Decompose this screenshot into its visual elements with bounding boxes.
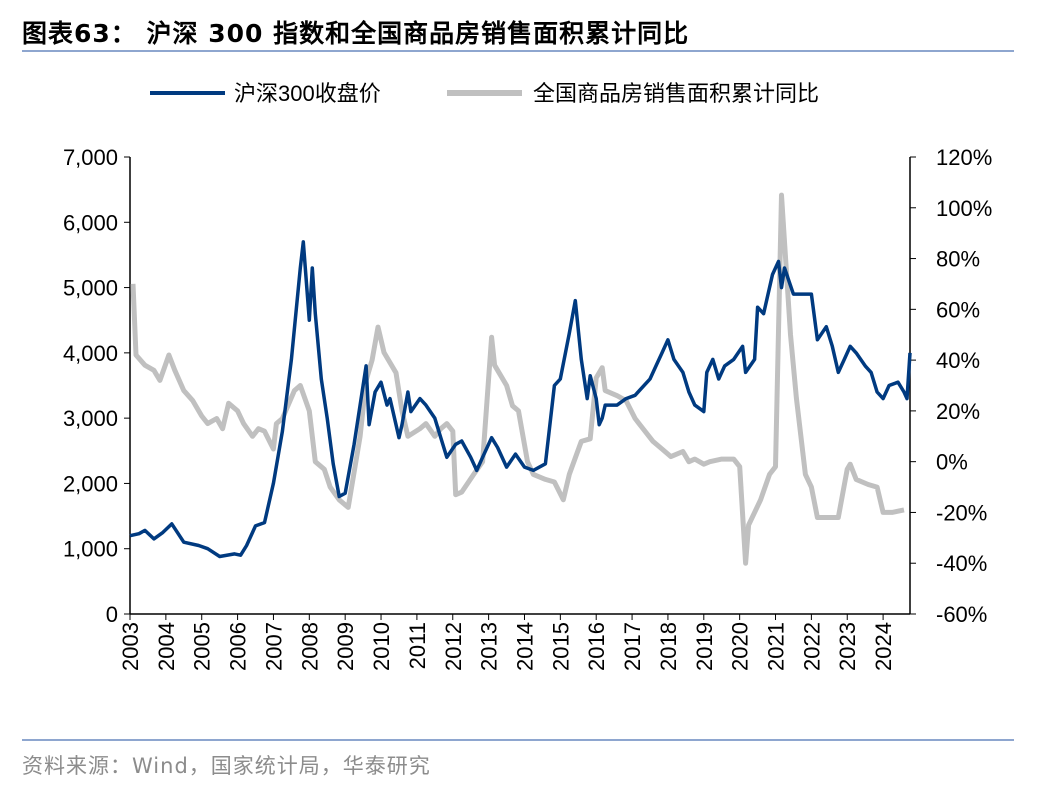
legend-label-csi300: 沪深300收盘价	[234, 81, 381, 106]
right-tick-label: 40%	[936, 348, 980, 373]
left-tick-label: 3,000	[63, 406, 118, 431]
x-tick-label: 2018	[656, 622, 681, 671]
x-tick-label: 2015	[548, 622, 573, 671]
x-tick-label: 2014	[512, 622, 537, 671]
x-tick-label: 2008	[297, 622, 322, 671]
x-tick-label: 2013	[477, 622, 502, 671]
left-tick-label: 7,000	[63, 145, 118, 170]
left-tick-label: 0	[106, 602, 118, 627]
right-tick-label: -20%	[936, 500, 987, 525]
x-tick-label: 2023	[835, 622, 860, 671]
right-tick-label: 0%	[936, 450, 968, 475]
legend: 沪深300收盘价 全国商品房销售面积累计同比	[150, 81, 819, 106]
x-tick-label: 2007	[261, 622, 286, 671]
x-tick-label: 2020	[728, 622, 753, 671]
x-tick-label: 2003	[118, 622, 143, 671]
chart: 沪深300收盘价 全国商品房销售面积累计同比 0 1,000 2,000 3,000 4…	[63, 81, 992, 671]
left-tick-label: 5,000	[63, 276, 118, 301]
x-tick-label: 2005	[190, 622, 215, 671]
series-line-sales	[130, 192, 905, 566]
right-tick-label: 20%	[936, 399, 980, 424]
x-tick-label: 2016	[584, 622, 609, 671]
source-note: 资料来源：Wind，国家统计局，华泰研究	[22, 754, 431, 778]
header-rule	[22, 50, 1014, 52]
right-tick-label: 80%	[936, 247, 980, 272]
left-tick-label: 4,000	[63, 341, 118, 366]
x-tick-label: 2019	[692, 622, 717, 671]
x-tick-label: 2010	[369, 622, 394, 671]
x-tick-label: 2024	[871, 622, 896, 671]
x-tick-label: 2006	[226, 622, 251, 671]
footer-rule	[22, 739, 1014, 741]
x-tick-label: 2012	[441, 622, 466, 671]
x-tick-label: 2021	[764, 622, 789, 671]
series-line-csi300	[129, 240, 912, 559]
x-tick-label: 2017	[620, 622, 645, 671]
right-tick-label: 60%	[936, 297, 980, 322]
left-tick-label: 1,000	[63, 537, 118, 562]
right-tick-label: 100%	[936, 196, 992, 221]
figure-title: 图表63： 沪深 300 指数和全国商品房销售面积累计同比	[22, 19, 690, 48]
x-tick-label: 2009	[333, 622, 358, 671]
x-tick-label: 2011	[405, 622, 430, 669]
right-tick-label: -60%	[936, 602, 987, 627]
left-tick-label: 6,000	[63, 210, 118, 235]
x-tick-label: 2004	[154, 622, 179, 671]
legend-label-sales: 全国商品房销售面积累计同比	[533, 81, 819, 106]
right-tick-label: 120%	[936, 145, 992, 170]
x-tick-label: 2022	[799, 622, 824, 671]
left-tick-label: 2,000	[63, 471, 118, 496]
right-tick-label: -40%	[936, 551, 987, 576]
